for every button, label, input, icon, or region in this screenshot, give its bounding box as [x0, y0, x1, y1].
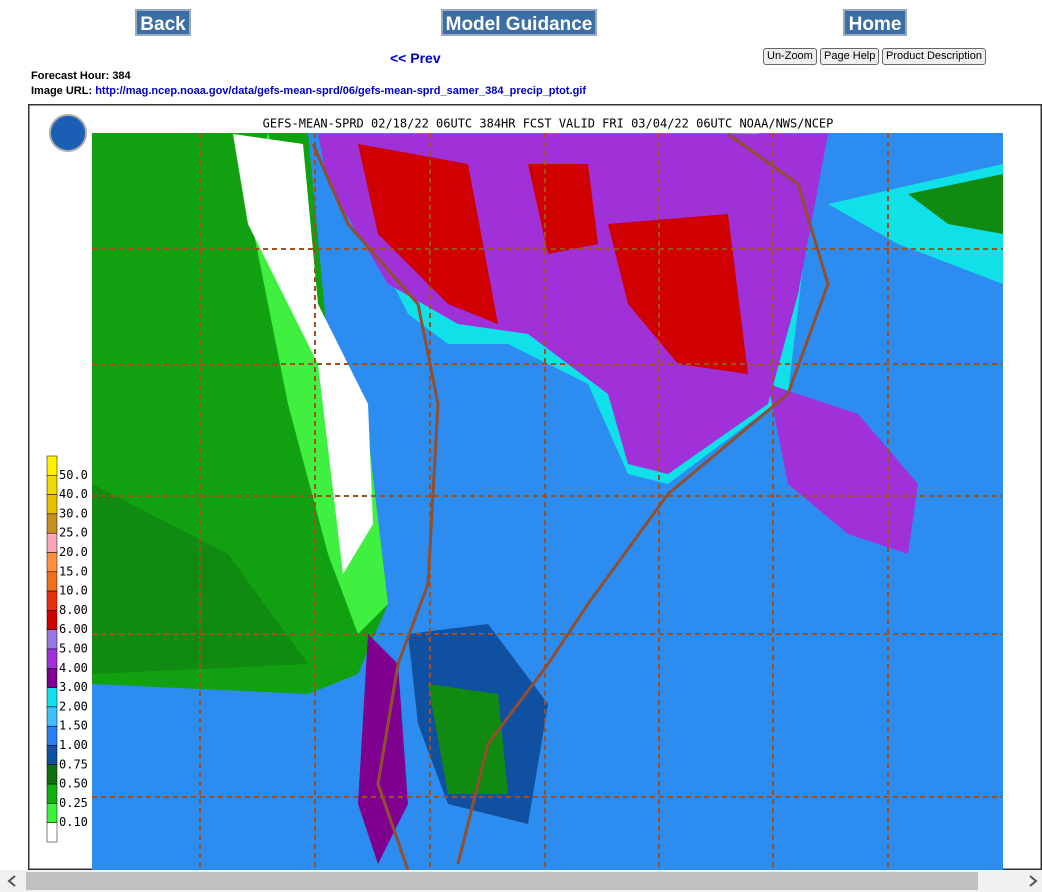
legend-swatch	[46, 552, 58, 573]
legend-label: 15.0	[59, 564, 88, 578]
legend-label: 25.0	[59, 526, 88, 540]
legend-swatch	[46, 803, 58, 823]
legend-label: 8.00	[59, 603, 88, 617]
legend-label: 0.75	[59, 757, 88, 771]
legend-swatch	[46, 455, 58, 476]
un-zoom-button[interactable]: Un-Zoom	[763, 48, 817, 65]
legend-swatch	[46, 590, 58, 611]
legend-swatch	[46, 706, 58, 727]
legend-swatch	[46, 532, 58, 553]
legend-swatch	[46, 629, 58, 650]
legend-swatch	[46, 513, 58, 534]
legend-label: 30.0	[59, 506, 88, 520]
scroll-arrows[interactable]	[0, 870, 1042, 892]
legend-label: 0.50	[59, 777, 88, 791]
legend-label: 0.25	[59, 796, 88, 810]
legend-label: 5.00	[59, 642, 88, 656]
legend-label: 2.00	[59, 699, 88, 713]
legend-swatch	[46, 648, 58, 669]
legend-swatch	[46, 475, 58, 495]
home-button[interactable]: Home	[843, 9, 907, 36]
legend-swatch	[46, 610, 58, 630]
legend-label: 4.00	[59, 661, 88, 675]
legend-label: 1.50	[59, 719, 88, 733]
legend-label: 20.0	[59, 545, 88, 559]
scroll-thumb[interactable]	[26, 872, 978, 890]
image-url: Image URL: http://mag.ncep.noaa.gov/data…	[31, 85, 586, 97]
legend-swatch	[46, 494, 58, 515]
legend-swatch	[46, 745, 58, 766]
page-help-button[interactable]: Page Help	[820, 48, 880, 65]
legend-label: 10.0	[59, 584, 88, 598]
label: Image URL:	[31, 85, 93, 97]
legend-label: 1.00	[59, 738, 88, 752]
product-description-button[interactable]: Product Description	[882, 48, 986, 65]
map-title: GEFS-MEAN-SPRD 02/18/22 06UTC 384HR FCST…	[263, 117, 834, 131]
scrollbar[interactable]	[0, 870, 1042, 892]
forecast-hour: Forecast Hour: 384	[31, 70, 131, 82]
legend-label: 3.00	[59, 680, 88, 694]
legend-label: 0.10	[59, 815, 88, 829]
legend-label: 40.0	[59, 487, 88, 501]
model-guidance-button[interactable]: Model Guidance	[441, 9, 597, 36]
value: 384	[112, 70, 131, 82]
back-button[interactable]: Back	[135, 9, 191, 36]
legend-swatch	[46, 783, 58, 804]
legend-swatch	[46, 668, 58, 688]
map-image: GEFS-MEAN-SPRD 02/18/22 06UTC 384HR FCST…	[28, 104, 1042, 870]
label: Forecast Hour:	[31, 70, 110, 82]
legend-label: 50.0	[59, 468, 88, 482]
url-link[interactable]: http://mag.ncep.noaa.gov/data/gefs-mean-…	[95, 85, 587, 97]
legend-swatch	[46, 725, 58, 746]
legend-swatch	[46, 687, 58, 708]
legend-swatch	[46, 764, 58, 785]
legend-label: 6.00	[59, 622, 88, 636]
legend-swatch	[46, 571, 58, 592]
prev-link[interactable]: << Prev	[390, 50, 441, 66]
legend-swatch	[46, 822, 58, 843]
